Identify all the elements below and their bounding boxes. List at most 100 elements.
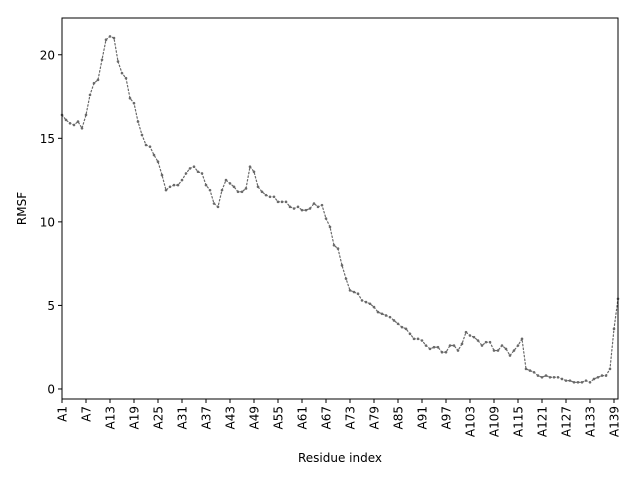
- data-point: [276, 200, 280, 204]
- data-point: [404, 327, 408, 331]
- y-tick-label: 20: [40, 48, 55, 62]
- data-point: [512, 349, 516, 352]
- data-point: [392, 319, 396, 322]
- x-tick-label: A7: [80, 406, 94, 422]
- x-tick-label: A121: [536, 406, 550, 437]
- data-point: [304, 208, 308, 212]
- data-point: [320, 203, 324, 207]
- data-point: [496, 349, 500, 352]
- data-point: [232, 185, 236, 189]
- x-tick-label: A25: [152, 406, 166, 429]
- data-point: [160, 173, 164, 177]
- data-point: [340, 264, 344, 267]
- data-point: [364, 300, 368, 304]
- x-tick-label: A37: [200, 406, 214, 429]
- data-point: [424, 344, 428, 347]
- data-point: [272, 195, 276, 199]
- data-point: [116, 60, 120, 63]
- data-point: [448, 344, 452, 347]
- data-point: [292, 207, 296, 210]
- data-point: [104, 38, 108, 42]
- axes-frame: [61, 17, 619, 400]
- data-point: [516, 344, 520, 347]
- y-axis: 0 5 10 15 20: [40, 48, 62, 396]
- data-point: [152, 153, 156, 157]
- x-tick-label: A97: [440, 406, 454, 429]
- x-tick-label: A115: [512, 406, 526, 437]
- x-tick-label: A127: [560, 406, 574, 437]
- data-point: [536, 374, 540, 377]
- data-point: [524, 367, 528, 371]
- x-tick-label: A103: [464, 406, 478, 437]
- data-point: [460, 342, 464, 346]
- data-point: [124, 76, 128, 80]
- data-point: [108, 35, 112, 38]
- data-point: [96, 78, 100, 82]
- data-point: [412, 337, 416, 341]
- data-point: [240, 190, 244, 194]
- x-tick-label: A73: [344, 406, 358, 429]
- data-point: [500, 344, 504, 347]
- x-tick-label: A43: [224, 406, 238, 429]
- data-point: [456, 349, 460, 352]
- data-point: [312, 202, 316, 205]
- data-point: [148, 145, 152, 148]
- y-tick-label: 15: [40, 132, 55, 146]
- data-point: [540, 375, 544, 379]
- data-point: [224, 178, 228, 182]
- data-point: [352, 290, 356, 294]
- data-point: [528, 369, 532, 372]
- data-point: [212, 202, 216, 205]
- data-point: [600, 374, 604, 377]
- data-point: [492, 349, 496, 352]
- data-point: [184, 172, 188, 175]
- data-point: [436, 345, 440, 349]
- data-point: [564, 379, 568, 382]
- data-point: [400, 325, 404, 329]
- data-point: [504, 347, 508, 351]
- x-tick-label: A67: [320, 406, 334, 429]
- data-point: [548, 375, 552, 379]
- data-point: [572, 380, 576, 384]
- data-point: [252, 170, 256, 174]
- x-tick-label: A61: [296, 406, 310, 429]
- data-point: [484, 340, 488, 344]
- data-point: [176, 183, 180, 187]
- data-point: [332, 243, 336, 247]
- y-axis-label: RMSF: [15, 192, 29, 225]
- x-tick-label: A49: [248, 406, 262, 429]
- data-point: [216, 205, 220, 209]
- data-point: [308, 207, 312, 210]
- data-point: [328, 225, 332, 229]
- data-point: [356, 292, 360, 296]
- data-point: [376, 310, 380, 314]
- data-point: [520, 337, 524, 341]
- data-point: [180, 178, 184, 182]
- data-point: [592, 377, 596, 381]
- data-point: [324, 217, 328, 220]
- data-point: [388, 315, 392, 319]
- data-point: [132, 101, 136, 105]
- data-point: [248, 165, 252, 169]
- x-tick-label: A19: [128, 406, 142, 429]
- data-point: [284, 200, 288, 204]
- data-point: [260, 190, 264, 194]
- data-point: [380, 312, 384, 316]
- x-tick-label: A31: [176, 406, 190, 429]
- data-point: [220, 188, 224, 192]
- data-point: [568, 379, 572, 382]
- data-point: [128, 96, 132, 100]
- x-tick-label: A55: [272, 406, 286, 429]
- x-axis-label: Residue index: [298, 451, 382, 465]
- data-point: [264, 193, 268, 197]
- data-point: [468, 334, 472, 337]
- data-point: [244, 187, 248, 190]
- data-point: [432, 345, 436, 349]
- data-point: [156, 160, 160, 164]
- data-point: [372, 305, 376, 309]
- x-tick-label: A133: [584, 406, 598, 437]
- data-point: [64, 118, 68, 122]
- data-point: [440, 350, 444, 354]
- data-point: [556, 375, 560, 379]
